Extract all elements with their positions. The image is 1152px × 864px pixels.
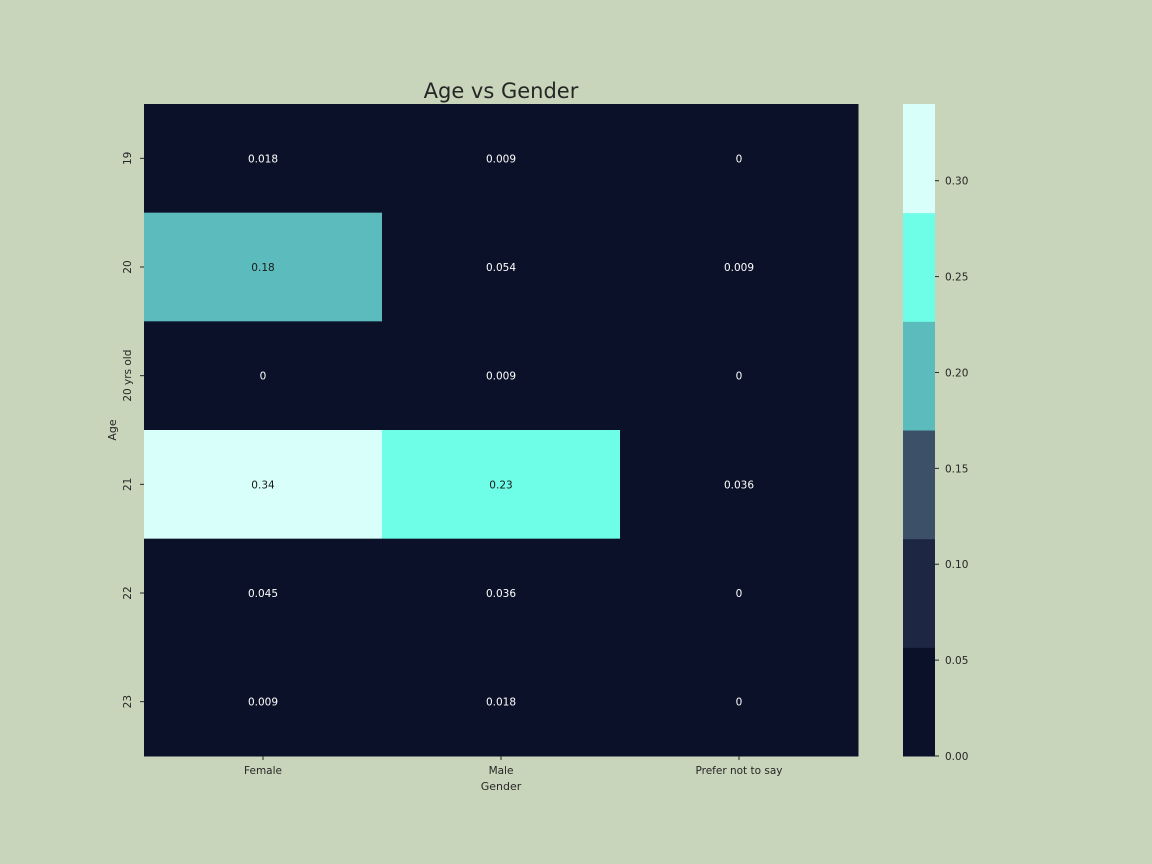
heatmap-cell bbox=[382, 430, 621, 540]
y-tick-label: 20 yrs old bbox=[122, 350, 134, 402]
y-tick-label: 21 bbox=[122, 478, 134, 491]
y-axis-label: Age bbox=[106, 419, 119, 441]
cell-value-label: 0.045 bbox=[248, 588, 278, 600]
colorbar-tick-label: 0.20 bbox=[945, 367, 968, 379]
cell-value-label: 0.009 bbox=[486, 153, 516, 165]
colorbar-tick-label: 0.10 bbox=[945, 559, 968, 571]
colorbar-tick-label: 0.30 bbox=[945, 176, 968, 188]
x-tick-label: Female bbox=[244, 765, 282, 777]
y-axis: 19 20 20 yrs old 21 22 23 bbox=[122, 152, 144, 708]
colorbar-tick-label: 0.15 bbox=[945, 463, 968, 475]
cell-value-label: 0.036 bbox=[486, 588, 516, 600]
heatmap-cell-labels: 0.018 0.009 0 0.18 0.054 0.009 0 0.009 0 0.34 0.23… bbox=[248, 153, 754, 708]
colorbar-band bbox=[903, 430, 935, 540]
colorbar-tick-label: 0.00 bbox=[945, 751, 968, 763]
cell-value-label: 0.036 bbox=[724, 479, 754, 491]
x-tick-label: Prefer not to say bbox=[695, 765, 782, 777]
colorbar-band bbox=[903, 647, 935, 757]
heatmap-cell bbox=[144, 538, 383, 648]
x-axis-label: Gender bbox=[481, 780, 522, 793]
cell-value-label: 0.018 bbox=[486, 697, 516, 709]
heatmap-cell bbox=[382, 104, 621, 214]
heatmap-cell bbox=[382, 212, 621, 322]
cell-value-label: 0.054 bbox=[486, 262, 516, 274]
cell-value-label: 0.009 bbox=[724, 262, 754, 274]
heatmap-cell bbox=[620, 430, 859, 540]
heatmap-cell bbox=[620, 647, 859, 757]
cell-value-label: 0.34 bbox=[251, 479, 275, 491]
heatmap-cell bbox=[144, 430, 383, 540]
heatmap-cell bbox=[382, 538, 621, 648]
heatmap-cell bbox=[620, 212, 859, 322]
cell-value-label: 0 bbox=[736, 371, 743, 383]
heatmap-cell bbox=[144, 212, 383, 322]
cell-value-label: 0 bbox=[736, 697, 743, 709]
heatmap-cell bbox=[620, 538, 859, 648]
y-tick-label: 20 bbox=[122, 260, 134, 273]
cell-value-label: 0 bbox=[736, 153, 743, 165]
heatmap-cell bbox=[382, 321, 621, 431]
x-axis: Female Male Prefer not to say bbox=[244, 756, 783, 777]
colorbar: 0.00 0.05 0.10 0.15 0.20 0.25 0.30 bbox=[903, 104, 968, 763]
heatmap-cell bbox=[382, 647, 621, 757]
y-tick-label: 19 bbox=[122, 152, 134, 165]
colorbar-tick-label: 0.25 bbox=[945, 272, 968, 284]
cell-value-label: 0 bbox=[736, 588, 743, 600]
cell-value-label: 0 bbox=[260, 371, 267, 383]
heatmap-cell bbox=[144, 104, 383, 214]
heatmap-cell bbox=[144, 321, 383, 431]
cell-value-label: 0.009 bbox=[248, 697, 278, 709]
colorbar-band bbox=[903, 104, 935, 214]
x-tick-label: Male bbox=[489, 765, 514, 777]
cell-value-label: 0.23 bbox=[489, 479, 512, 491]
colorbar-band bbox=[903, 538, 935, 648]
heatmap-cells bbox=[144, 104, 859, 757]
chart-title: Age vs Gender bbox=[424, 79, 579, 103]
heatmap-cell bbox=[144, 647, 383, 757]
cell-value-label: 0.18 bbox=[251, 262, 274, 274]
colorbar-band bbox=[903, 212, 935, 322]
cell-value-label: 0.009 bbox=[486, 371, 516, 383]
cell-value-label: 0.018 bbox=[248, 153, 278, 165]
y-tick-label: 22 bbox=[122, 586, 134, 599]
heatmap-cell bbox=[620, 321, 859, 431]
heatmap-cell bbox=[620, 104, 859, 214]
y-tick-label: 23 bbox=[122, 695, 134, 708]
colorbar-tick-label: 0.05 bbox=[945, 655, 968, 667]
colorbar-band bbox=[903, 321, 935, 431]
